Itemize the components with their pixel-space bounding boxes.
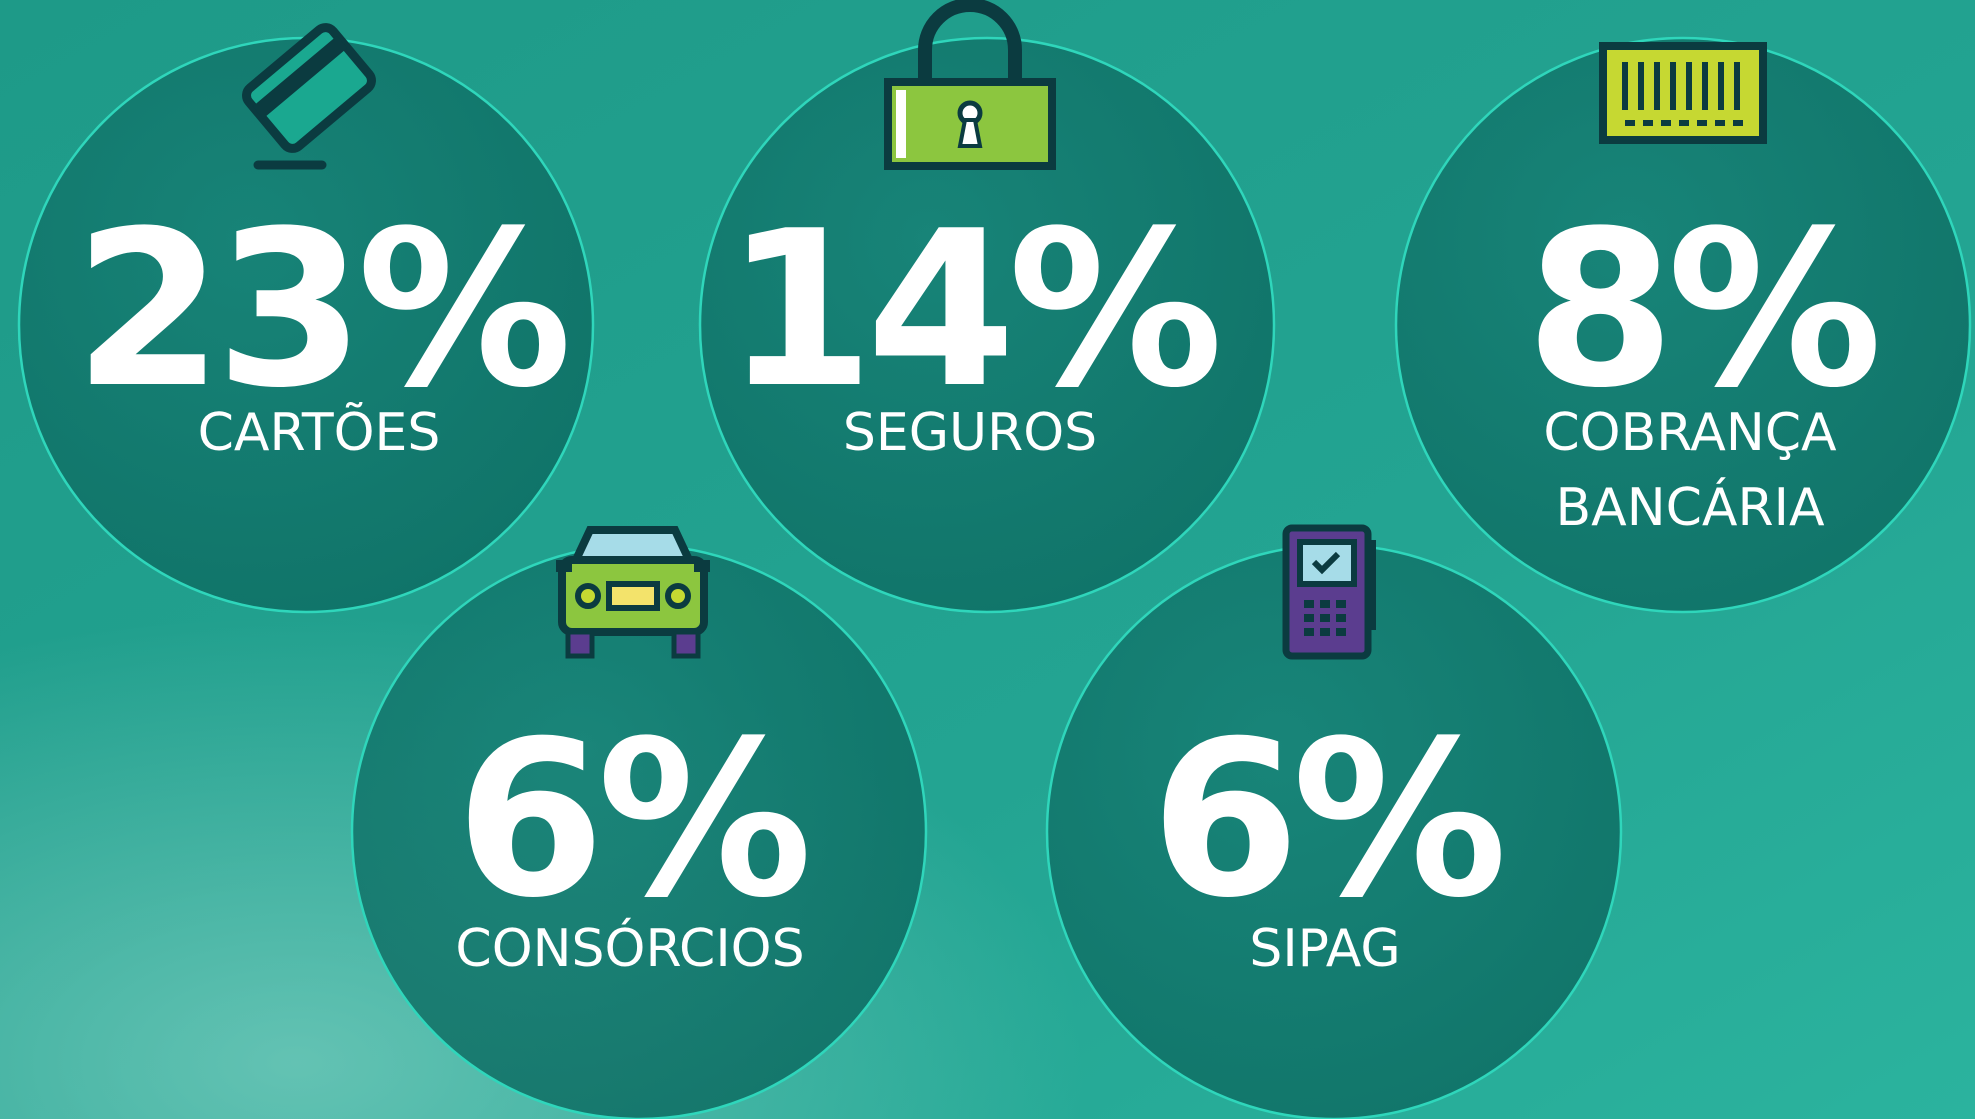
lock-icon [884, 0, 1056, 170]
category-label: SIPAG [1249, 919, 1400, 979]
disc [1394, 36, 1972, 614]
percent: 23% [74, 184, 566, 435]
category-label: SEGUROS [843, 403, 1097, 463]
percent: 14% [725, 184, 1217, 435]
category-label: CARTÕES [198, 402, 441, 463]
percent: 6% [1150, 694, 1501, 945]
percent: 8% [1525, 184, 1876, 435]
category-label: CONSÓRCIOS [455, 917, 804, 979]
pos-icon [1282, 524, 1376, 660]
barcode-icon [1599, 42, 1767, 144]
disc [698, 36, 1276, 614]
category-label: BANCÁRIA [1555, 477, 1824, 538]
percent: 6% [455, 694, 806, 945]
car-icon [556, 526, 710, 659]
category-label: COBRANÇA [1543, 403, 1837, 463]
card-icon [242, 23, 376, 153]
